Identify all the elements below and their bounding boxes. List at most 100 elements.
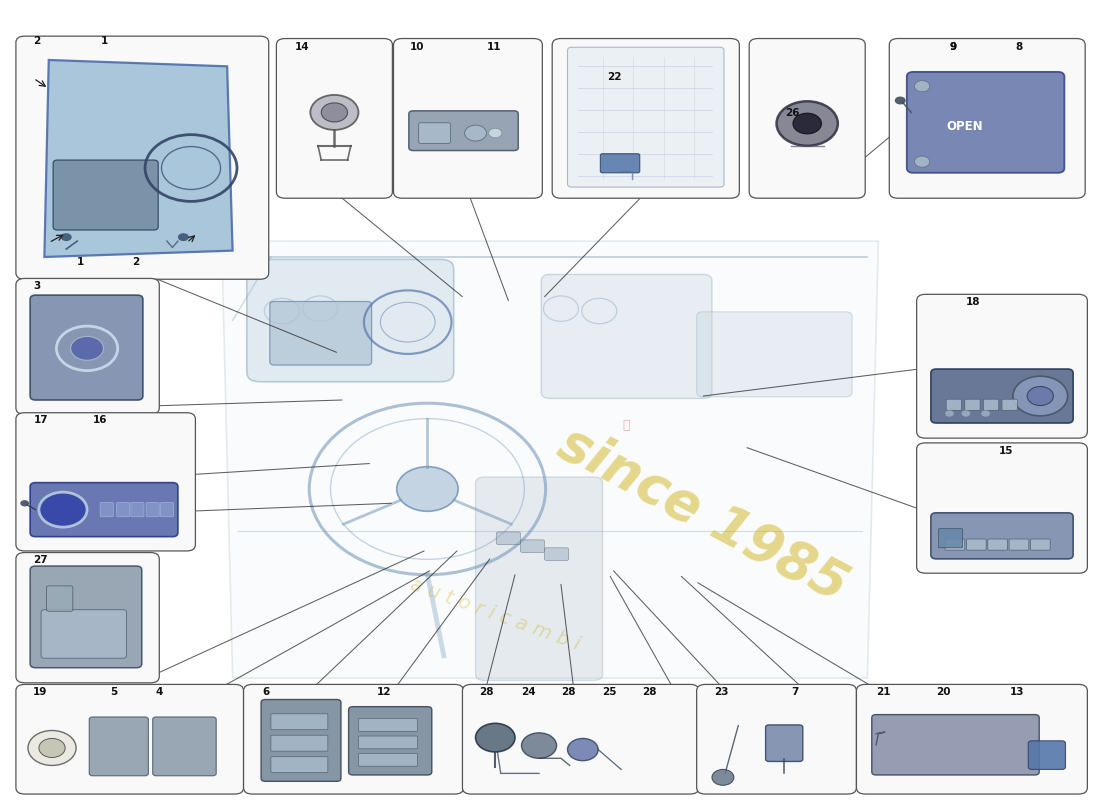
FancyBboxPatch shape — [270, 302, 372, 365]
FancyBboxPatch shape — [520, 540, 544, 553]
Text: 23: 23 — [714, 687, 728, 697]
FancyBboxPatch shape — [15, 36, 268, 279]
FancyBboxPatch shape — [945, 539, 965, 550]
Circle shape — [28, 730, 76, 766]
Circle shape — [894, 97, 905, 105]
Circle shape — [39, 492, 87, 527]
Text: 3: 3 — [33, 281, 41, 291]
FancyBboxPatch shape — [475, 477, 603, 681]
FancyBboxPatch shape — [153, 717, 217, 776]
FancyBboxPatch shape — [30, 566, 142, 668]
FancyBboxPatch shape — [541, 274, 712, 398]
Text: 9: 9 — [949, 42, 957, 52]
FancyBboxPatch shape — [766, 725, 803, 762]
Circle shape — [488, 128, 502, 138]
FancyBboxPatch shape — [988, 539, 1008, 550]
Text: 21: 21 — [876, 687, 891, 697]
Circle shape — [914, 81, 929, 92]
FancyBboxPatch shape — [409, 111, 518, 150]
FancyBboxPatch shape — [916, 443, 1088, 573]
Text: 6: 6 — [262, 687, 270, 697]
Circle shape — [793, 114, 822, 134]
FancyBboxPatch shape — [117, 502, 130, 517]
Text: 2: 2 — [132, 258, 140, 267]
Text: 11: 11 — [486, 42, 500, 52]
Text: a u t o r i c a m b i: a u t o r i c a m b i — [408, 575, 583, 654]
FancyBboxPatch shape — [931, 513, 1074, 559]
FancyBboxPatch shape — [916, 294, 1088, 438]
Text: 12: 12 — [377, 687, 392, 697]
FancyBboxPatch shape — [946, 399, 961, 410]
Text: 16: 16 — [92, 415, 107, 426]
Circle shape — [568, 738, 598, 761]
FancyBboxPatch shape — [271, 714, 328, 730]
Text: 10: 10 — [410, 42, 425, 52]
Circle shape — [321, 103, 348, 122]
Text: 13: 13 — [1010, 687, 1024, 697]
Polygon shape — [222, 241, 878, 678]
FancyBboxPatch shape — [1028, 741, 1066, 770]
Text: 18: 18 — [966, 297, 980, 307]
Text: 28: 28 — [561, 687, 575, 697]
Text: 19: 19 — [32, 687, 46, 697]
FancyBboxPatch shape — [131, 502, 144, 517]
FancyBboxPatch shape — [349, 706, 432, 775]
Text: 1: 1 — [77, 258, 85, 267]
Circle shape — [475, 723, 515, 752]
FancyBboxPatch shape — [749, 38, 866, 198]
FancyBboxPatch shape — [271, 757, 328, 773]
Text: 27: 27 — [33, 555, 48, 566]
FancyBboxPatch shape — [872, 714, 1040, 775]
Text: 22: 22 — [607, 72, 621, 82]
FancyBboxPatch shape — [568, 47, 724, 187]
Text: 4: 4 — [156, 687, 164, 697]
Text: since 1985: since 1985 — [550, 418, 857, 613]
FancyBboxPatch shape — [419, 122, 450, 143]
FancyBboxPatch shape — [271, 735, 328, 751]
Text: 26: 26 — [785, 108, 800, 118]
Text: OPEN: OPEN — [946, 120, 982, 134]
Circle shape — [981, 410, 990, 417]
Circle shape — [464, 125, 486, 141]
Circle shape — [1027, 386, 1054, 406]
Text: 14: 14 — [295, 42, 309, 52]
Text: 5: 5 — [110, 687, 118, 697]
FancyBboxPatch shape — [15, 278, 159, 414]
Text: 28: 28 — [478, 687, 494, 697]
FancyBboxPatch shape — [30, 295, 143, 400]
Text: 8: 8 — [1015, 42, 1022, 52]
Text: 20: 20 — [936, 687, 950, 697]
Circle shape — [60, 233, 72, 241]
Circle shape — [178, 233, 189, 241]
Text: 25: 25 — [603, 687, 617, 697]
Polygon shape — [44, 60, 232, 257]
Text: 7: 7 — [791, 687, 799, 697]
Circle shape — [521, 733, 557, 758]
FancyBboxPatch shape — [544, 548, 569, 561]
FancyBboxPatch shape — [1009, 539, 1028, 550]
Text: 1: 1 — [101, 37, 109, 46]
Circle shape — [1013, 376, 1068, 416]
FancyBboxPatch shape — [359, 736, 418, 749]
FancyBboxPatch shape — [276, 38, 393, 198]
FancyBboxPatch shape — [161, 502, 174, 517]
FancyBboxPatch shape — [359, 754, 418, 766]
FancyBboxPatch shape — [41, 610, 126, 658]
FancyBboxPatch shape — [359, 718, 418, 731]
Text: 28: 28 — [642, 687, 657, 697]
FancyBboxPatch shape — [246, 259, 453, 382]
FancyBboxPatch shape — [906, 72, 1065, 173]
Circle shape — [39, 738, 65, 758]
Text: 9: 9 — [949, 42, 957, 52]
FancyBboxPatch shape — [89, 717, 148, 776]
Text: 🐎: 🐎 — [623, 419, 630, 432]
FancyBboxPatch shape — [696, 312, 852, 397]
FancyBboxPatch shape — [100, 502, 113, 517]
FancyBboxPatch shape — [938, 529, 962, 548]
FancyBboxPatch shape — [965, 399, 980, 410]
FancyBboxPatch shape — [46, 586, 73, 611]
FancyBboxPatch shape — [552, 38, 739, 198]
FancyBboxPatch shape — [15, 685, 243, 794]
Circle shape — [712, 770, 734, 786]
Circle shape — [777, 102, 838, 146]
